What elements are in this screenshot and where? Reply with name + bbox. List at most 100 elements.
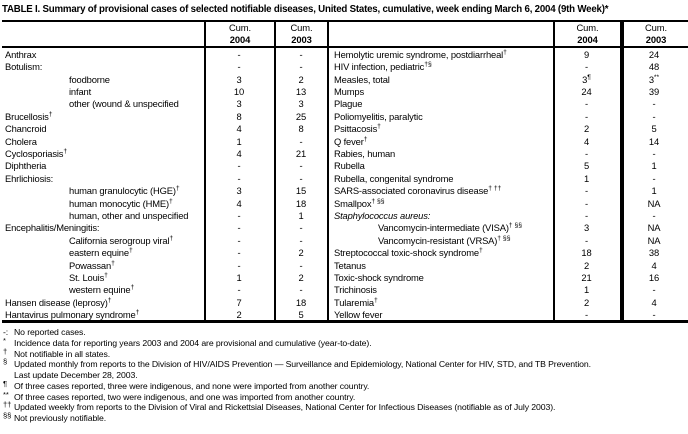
header-cum-2004-right: Cum. 2004 [555, 22, 620, 46]
footnote-line: ¶ Of three cases reported, three were ind… [2, 379, 686, 392]
disease-label-text: Diphtheria [5, 160, 47, 172]
value-cum-2004-text: 9 [583, 48, 590, 60]
footnote-text: Of three cases reported, two were indige… [14, 391, 356, 402]
value-cum-2004: 4 [204, 148, 274, 159]
header-cum-label: Cum. [576, 22, 599, 33]
header-cum-2004-left: Cum. 2004 [206, 22, 274, 46]
disease-label-text: Vancomycin-resistant (VRSA) [378, 234, 498, 246]
disease-label: Tularemia† [327, 297, 553, 308]
value-cum-2003-text: - [652, 209, 656, 221]
table-row: Cholera 1 - [2, 135, 328, 147]
table-row: Diphtheria - - [2, 160, 328, 172]
value-cum-2004-text: 24 [581, 85, 592, 97]
table-row: Tularemia† 2 4 [327, 296, 688, 308]
table-row: Psittacosis† 2 5 [327, 122, 688, 134]
value-cum-2003-text: - [652, 172, 656, 184]
footnote-marker-sup: † [478, 247, 483, 255]
value-cum-2004-text: 1 [583, 172, 590, 184]
value-cum-2004-text: - [237, 234, 241, 246]
table-row: Vancomycin-intermediate (VISA)† §§ 3 NA [327, 222, 688, 234]
value-cum-2004-text: - [237, 209, 241, 221]
footnote-marker-sup: † [104, 271, 108, 279]
header-cum-2003-left: Cum. 2003 [276, 22, 327, 46]
footnote-marker: -: [3, 327, 9, 337]
value-cum-2003: - [274, 235, 328, 246]
table-title: TABLE I. Summary of provisional cases of… [2, 4, 609, 15]
footnote-marker-sup: † [135, 309, 140, 317]
value-cum-2003-text: - [652, 110, 656, 122]
disease-label-text: Cholera [5, 135, 37, 147]
value-cum-2003: 18 [274, 297, 328, 308]
value-cum-2003-text: 18 [295, 296, 307, 308]
value-cum-2003-text: 3 [298, 98, 304, 110]
value-cum-2004-text: - [237, 247, 241, 259]
footnote-line: Last update December 28, 2003. [2, 370, 686, 381]
disease-label-text: Poliomyelitis, paralytic [334, 110, 423, 122]
value-cum-2004: 10 [204, 86, 274, 97]
table-row: Hansen disease (leprosy)† 7 18 [2, 296, 328, 308]
value-cum-2004: - [553, 198, 620, 209]
footnote-marker-sup: † [503, 48, 507, 56]
value-cum-2003-text: 4 [651, 296, 657, 308]
value-cum-2004: 7 [204, 297, 274, 308]
rule-header-bottom [2, 46, 688, 48]
value-cum-2004-text: 4 [236, 123, 242, 135]
value-cum-2004-text: 18 [581, 247, 592, 259]
table-row: human granulocytic (HGE)† 3 15 [2, 184, 328, 196]
disease-label-text: Powassan [69, 259, 112, 271]
value-cum-2003-text: 38 [648, 247, 660, 259]
value-cum-2003: - [274, 49, 328, 60]
value-cum-2004-text: 1 [236, 135, 242, 147]
footnote-marker-sup: ** [653, 73, 660, 81]
value-cum-2004: - [553, 98, 620, 109]
value-cum-2003: - [274, 173, 328, 184]
disease-label: Anthrax [2, 49, 204, 60]
value-cum-2004: - [553, 148, 620, 159]
footnote-marker-sup: † [63, 147, 68, 155]
value-cum-2004-text: 5 [583, 160, 590, 172]
disease-label-text: Vancomycin-intermediate (VISA) [378, 222, 509, 234]
disease-label-text: Rabies, human [334, 147, 396, 159]
footnote-marker: ** [3, 389, 9, 399]
value-cum-2003: 2 [274, 74, 328, 85]
table-row: Botulism: - - [2, 60, 328, 72]
value-cum-2004: 9 [553, 49, 620, 60]
value-cum-2004: - [204, 260, 274, 271]
table-row: Smallpox† §§ - NA [327, 197, 688, 209]
disease-label-text: Tetanus [334, 259, 366, 271]
header-cum-label: Cum. [229, 22, 251, 33]
footnote-line: * Incidence data for reporting years 2003… [2, 336, 686, 349]
footnote-text: Not previously notifiable. [14, 413, 107, 423]
footnote-marker-sup: † [363, 135, 368, 143]
table-row: Chancroid 4 8 [2, 122, 328, 134]
table-row: Brucellosis† 8 25 [2, 110, 328, 122]
value-cum-2003: 15 [274, 185, 328, 196]
disease-label: Vancomycin-intermediate (VISA)† §§ [327, 222, 553, 233]
header-year-label: 2003 [291, 33, 312, 45]
value-cum-2003: 24 [620, 49, 688, 60]
table-row: infant 10 13 [2, 85, 328, 97]
footnote-line: §§ Not previously notifiable. [2, 411, 686, 424]
disease-label-text: Ehrlichiosis: [5, 172, 54, 184]
value-cum-2003-text: NA [647, 222, 661, 234]
value-cum-2004-text: 2 [236, 309, 242, 321]
disease-label-text: Chancroid [5, 123, 47, 135]
value-cum-2003: - [620, 173, 688, 184]
value-cum-2003: 3 [274, 98, 328, 109]
value-cum-2003: - [620, 148, 688, 159]
value-cum-2003-text: 21 [295, 147, 307, 159]
value-cum-2003-text: 18 [295, 197, 307, 209]
value-cum-2003-text: 1 [651, 185, 657, 197]
disease-label-text: other (wound & unspecified [69, 98, 179, 110]
disease-label: St. Louis† [2, 272, 204, 283]
disease-label: HIV infection, pediatric†§ [327, 61, 553, 72]
disease-label: Chancroid [2, 123, 204, 134]
value-cum-2003-text: - [652, 309, 656, 321]
disease-label: Botulism: [2, 61, 204, 72]
value-cum-2004: 4 [553, 136, 620, 147]
disease-label: Cholera [2, 136, 204, 147]
value-cum-2003-text: 13 [295, 85, 307, 97]
value-cum-2004: 5 [553, 160, 620, 171]
value-cum-2004: 3 [553, 222, 620, 233]
value-cum-2004-text: 2 [583, 123, 590, 135]
